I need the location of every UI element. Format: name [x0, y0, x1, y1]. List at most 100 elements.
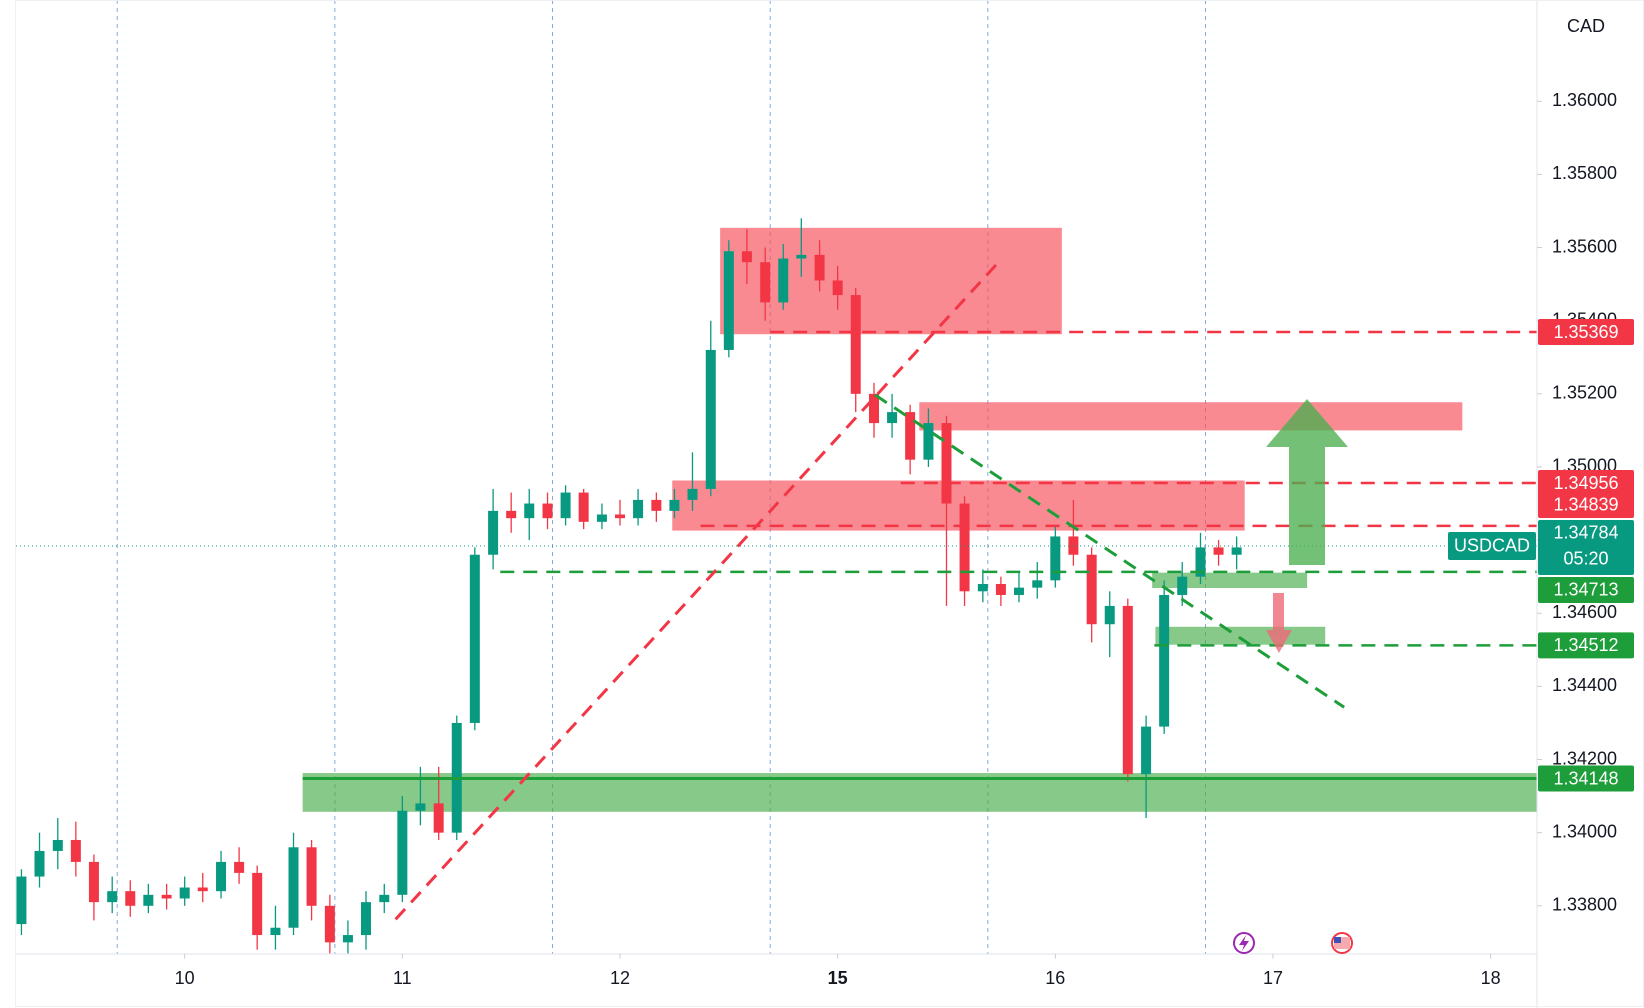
candle-body	[433, 803, 444, 833]
candle-body	[216, 861, 227, 892]
candle-body	[687, 488, 698, 500]
price-label: 1.34148	[1553, 768, 1618, 788]
candle-body	[778, 258, 789, 303]
candle-body	[197, 887, 208, 892]
candle-body	[524, 503, 535, 519]
drawings	[16, 257, 1537, 921]
candle-body	[560, 492, 571, 519]
down-arrow	[1266, 593, 1292, 653]
y-tick-label: 1.34400	[1552, 675, 1617, 695]
candle-body	[1013, 587, 1024, 595]
price-label-box	[1538, 491, 1634, 518]
candle-body	[324, 905, 335, 943]
candle-body	[596, 514, 607, 522]
zone	[672, 480, 1245, 531]
candle-body	[1104, 605, 1115, 625]
candle-body	[34, 850, 45, 877]
trend-line	[394, 257, 1003, 921]
price-label-box	[1538, 470, 1634, 497]
y-tick-label: 1.33800	[1552, 895, 1617, 915]
candle-body	[723, 251, 734, 350]
candle-body	[542, 503, 553, 519]
candles	[16, 218, 1242, 954]
zone	[919, 402, 1463, 431]
y-tick-label: 1.35200	[1552, 383, 1617, 403]
price-label: 1.35369	[1553, 322, 1618, 342]
candle-body	[16, 876, 27, 925]
currency-label: CAD	[1567, 16, 1605, 36]
candle-body	[306, 847, 317, 906]
price-label: 1.34713	[1553, 580, 1618, 600]
y-tick-label: 1.34200	[1552, 748, 1617, 768]
symbol-box	[1448, 531, 1536, 560]
candle-body	[887, 412, 898, 424]
candle-body	[760, 262, 771, 303]
candle-body	[1159, 594, 1170, 727]
candle-body	[1068, 536, 1079, 555]
x-tick-label: 15	[828, 968, 848, 988]
y-tick-label: 1.36000	[1552, 90, 1617, 110]
candle-body	[379, 894, 390, 903]
candle-body	[669, 499, 680, 511]
candle-body	[125, 891, 136, 906]
candle-body	[1231, 547, 1242, 555]
up-arrow-shaft	[1289, 446, 1325, 565]
y-tick-label: 1.34000	[1552, 821, 1617, 841]
candle-body	[832, 280, 843, 296]
y-tick-label: 1.35800	[1552, 163, 1617, 183]
candle-body	[578, 492, 589, 522]
candle-body	[1032, 580, 1043, 588]
candle-body	[342, 935, 353, 943]
candle-body	[234, 861, 245, 873]
zone	[720, 227, 1062, 335]
x-tick-label: 18	[1481, 968, 1501, 988]
price-label: 1.34839	[1553, 495, 1618, 515]
candle-body	[288, 847, 299, 928]
candle-body	[651, 499, 662, 511]
countdown-label: 05:20	[1563, 549, 1608, 569]
candle-body	[814, 254, 825, 281]
candle-body	[506, 510, 517, 519]
candle-body	[869, 393, 880, 424]
candle-body	[252, 872, 263, 936]
candle-body	[1141, 726, 1152, 775]
candle-body	[1122, 605, 1133, 775]
event-icon[interactable]	[1331, 932, 1353, 954]
candle-body	[1177, 576, 1188, 595]
event-icon[interactable]	[1233, 932, 1255, 954]
price-label: 1.34512	[1553, 635, 1618, 655]
candle-body	[941, 423, 952, 504]
down-arrow-head	[1266, 630, 1292, 653]
y-tick-label: 1.35600	[1552, 236, 1617, 256]
zone	[1155, 626, 1326, 645]
price-label-box	[1538, 576, 1634, 603]
candle-body	[615, 514, 626, 519]
candle-body	[1213, 547, 1224, 555]
candle-body	[995, 583, 1006, 595]
candle-body	[270, 927, 281, 936]
candle-body	[88, 861, 99, 903]
current-price-box	[1538, 519, 1634, 575]
current-price-label: 1.34784	[1553, 523, 1618, 543]
candle-body	[52, 839, 63, 851]
symbol-label: USDCAD	[1454, 536, 1530, 556]
candle-body	[850, 295, 861, 394]
price-label: 1.34956	[1553, 473, 1618, 493]
candle-body	[796, 254, 807, 259]
y-tick-label: 1.34600	[1552, 602, 1617, 622]
price-label-box	[1538, 319, 1634, 346]
x-tick-label: 17	[1263, 968, 1283, 988]
candle-body	[107, 891, 118, 903]
candle-body	[1050, 536, 1061, 581]
up-arrow	[1266, 399, 1348, 565]
x-tick-label: 12	[610, 968, 630, 988]
up-arrow-head	[1266, 399, 1348, 447]
candle-body	[905, 412, 916, 460]
down-arrow-shaft	[1273, 593, 1284, 631]
candle-body	[1086, 554, 1097, 625]
candle-body	[705, 349, 716, 489]
candle-body	[633, 499, 644, 519]
